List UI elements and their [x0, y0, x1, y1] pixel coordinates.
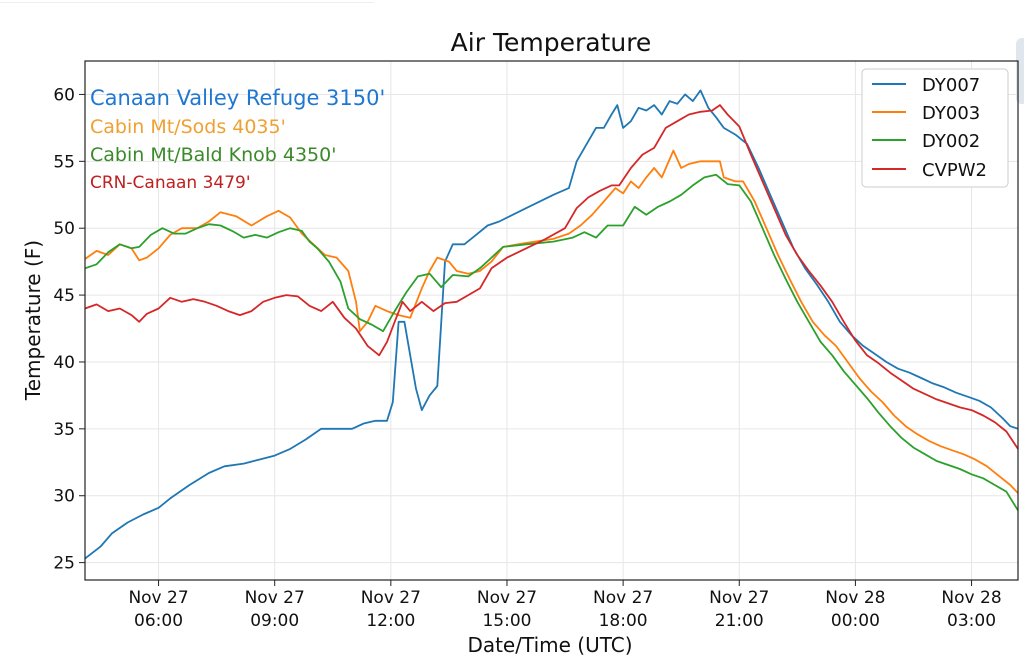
x-axis-ticks: Nov 27 06:00 Nov 27 09:00 Nov 27 12:00 Nov 27 1…	[128, 580, 1002, 631]
series-line-dy003	[84, 149, 1019, 494]
annotation-cabin-mt-sods: Cabin Mt/Sods 4035'	[90, 116, 286, 138]
x-tick-label-date: Nov 28	[941, 588, 1001, 608]
station-annotations: Canaan Valley Refuge 3150' Cabin Mt/Sods…	[90, 86, 385, 193]
series-line-dy007	[84, 89, 1019, 560]
series-lines	[84, 89, 1019, 560]
x-tick-label-time: 06:00	[134, 611, 183, 631]
y-tick-label: 40	[53, 353, 75, 373]
x-tick-label-date: Nov 27	[709, 588, 769, 608]
annotation-cabin-mt-bald-knob: Cabin Mt/Bald Knob 4350'	[90, 144, 336, 166]
x-tick-label-time: 15:00	[482, 611, 531, 631]
series-line-cvpw2	[84, 104, 1019, 450]
chart-title: Air Temperature	[451, 28, 652, 57]
x-tick-label-date: Nov 27	[128, 588, 188, 608]
side-panel-tab[interactable]	[1016, 38, 1024, 104]
y-axis-ticks: 25 30 35 40 45 50 55 60	[53, 85, 85, 574]
x-axis-label: Date/Time (UTC)	[467, 633, 632, 657]
y-tick-label: 50	[53, 219, 75, 239]
legend-label-dy002: DY002	[922, 131, 980, 152]
x-tick-label-time: 21:00	[715, 611, 764, 631]
top-divider-line	[0, 2, 374, 3]
x-tick-label-time: 12:00	[366, 611, 415, 631]
legend-box	[861, 68, 1009, 188]
legend: DY007 DY003 DY002 CVPW2	[861, 68, 1009, 188]
x-tick-label-date: Nov 27	[245, 588, 305, 608]
x-tick-label-time: 09:00	[250, 611, 299, 631]
series-line-dy002	[84, 173, 1019, 511]
legend-label-cvpw2: CVPW2	[922, 160, 987, 181]
annotation-canaan-valley-refuge: Canaan Valley Refuge 3150'	[90, 86, 385, 110]
y-tick-label: 30	[53, 487, 75, 507]
y-tick-label: 35	[53, 420, 75, 440]
legend-label-dy007: DY007	[922, 75, 980, 96]
grid-lines	[85, 61, 1018, 580]
y-tick-label: 55	[53, 152, 75, 172]
y-tick-label: 60	[53, 85, 75, 105]
x-tick-label-date: Nov 27	[477, 588, 537, 608]
plot-area-frame	[84, 60, 1019, 581]
x-tick-label-date: Nov 27	[361, 588, 421, 608]
x-tick-label-date: Nov 27	[593, 588, 653, 608]
x-tick-label-time: 18:00	[599, 611, 648, 631]
y-tick-label: 25	[53, 554, 75, 574]
legend-label-dy003: DY003	[922, 103, 980, 124]
y-tick-label: 45	[53, 286, 75, 306]
x-tick-label-date: Nov 28	[825, 588, 885, 608]
y-axis-label: Temperature (F)	[21, 240, 45, 401]
x-tick-label-time: 00:00	[831, 611, 880, 631]
annotation-crn-canaan: CRN-Canaan 3479'	[90, 173, 251, 193]
x-tick-label-time: 03:00	[947, 611, 996, 631]
